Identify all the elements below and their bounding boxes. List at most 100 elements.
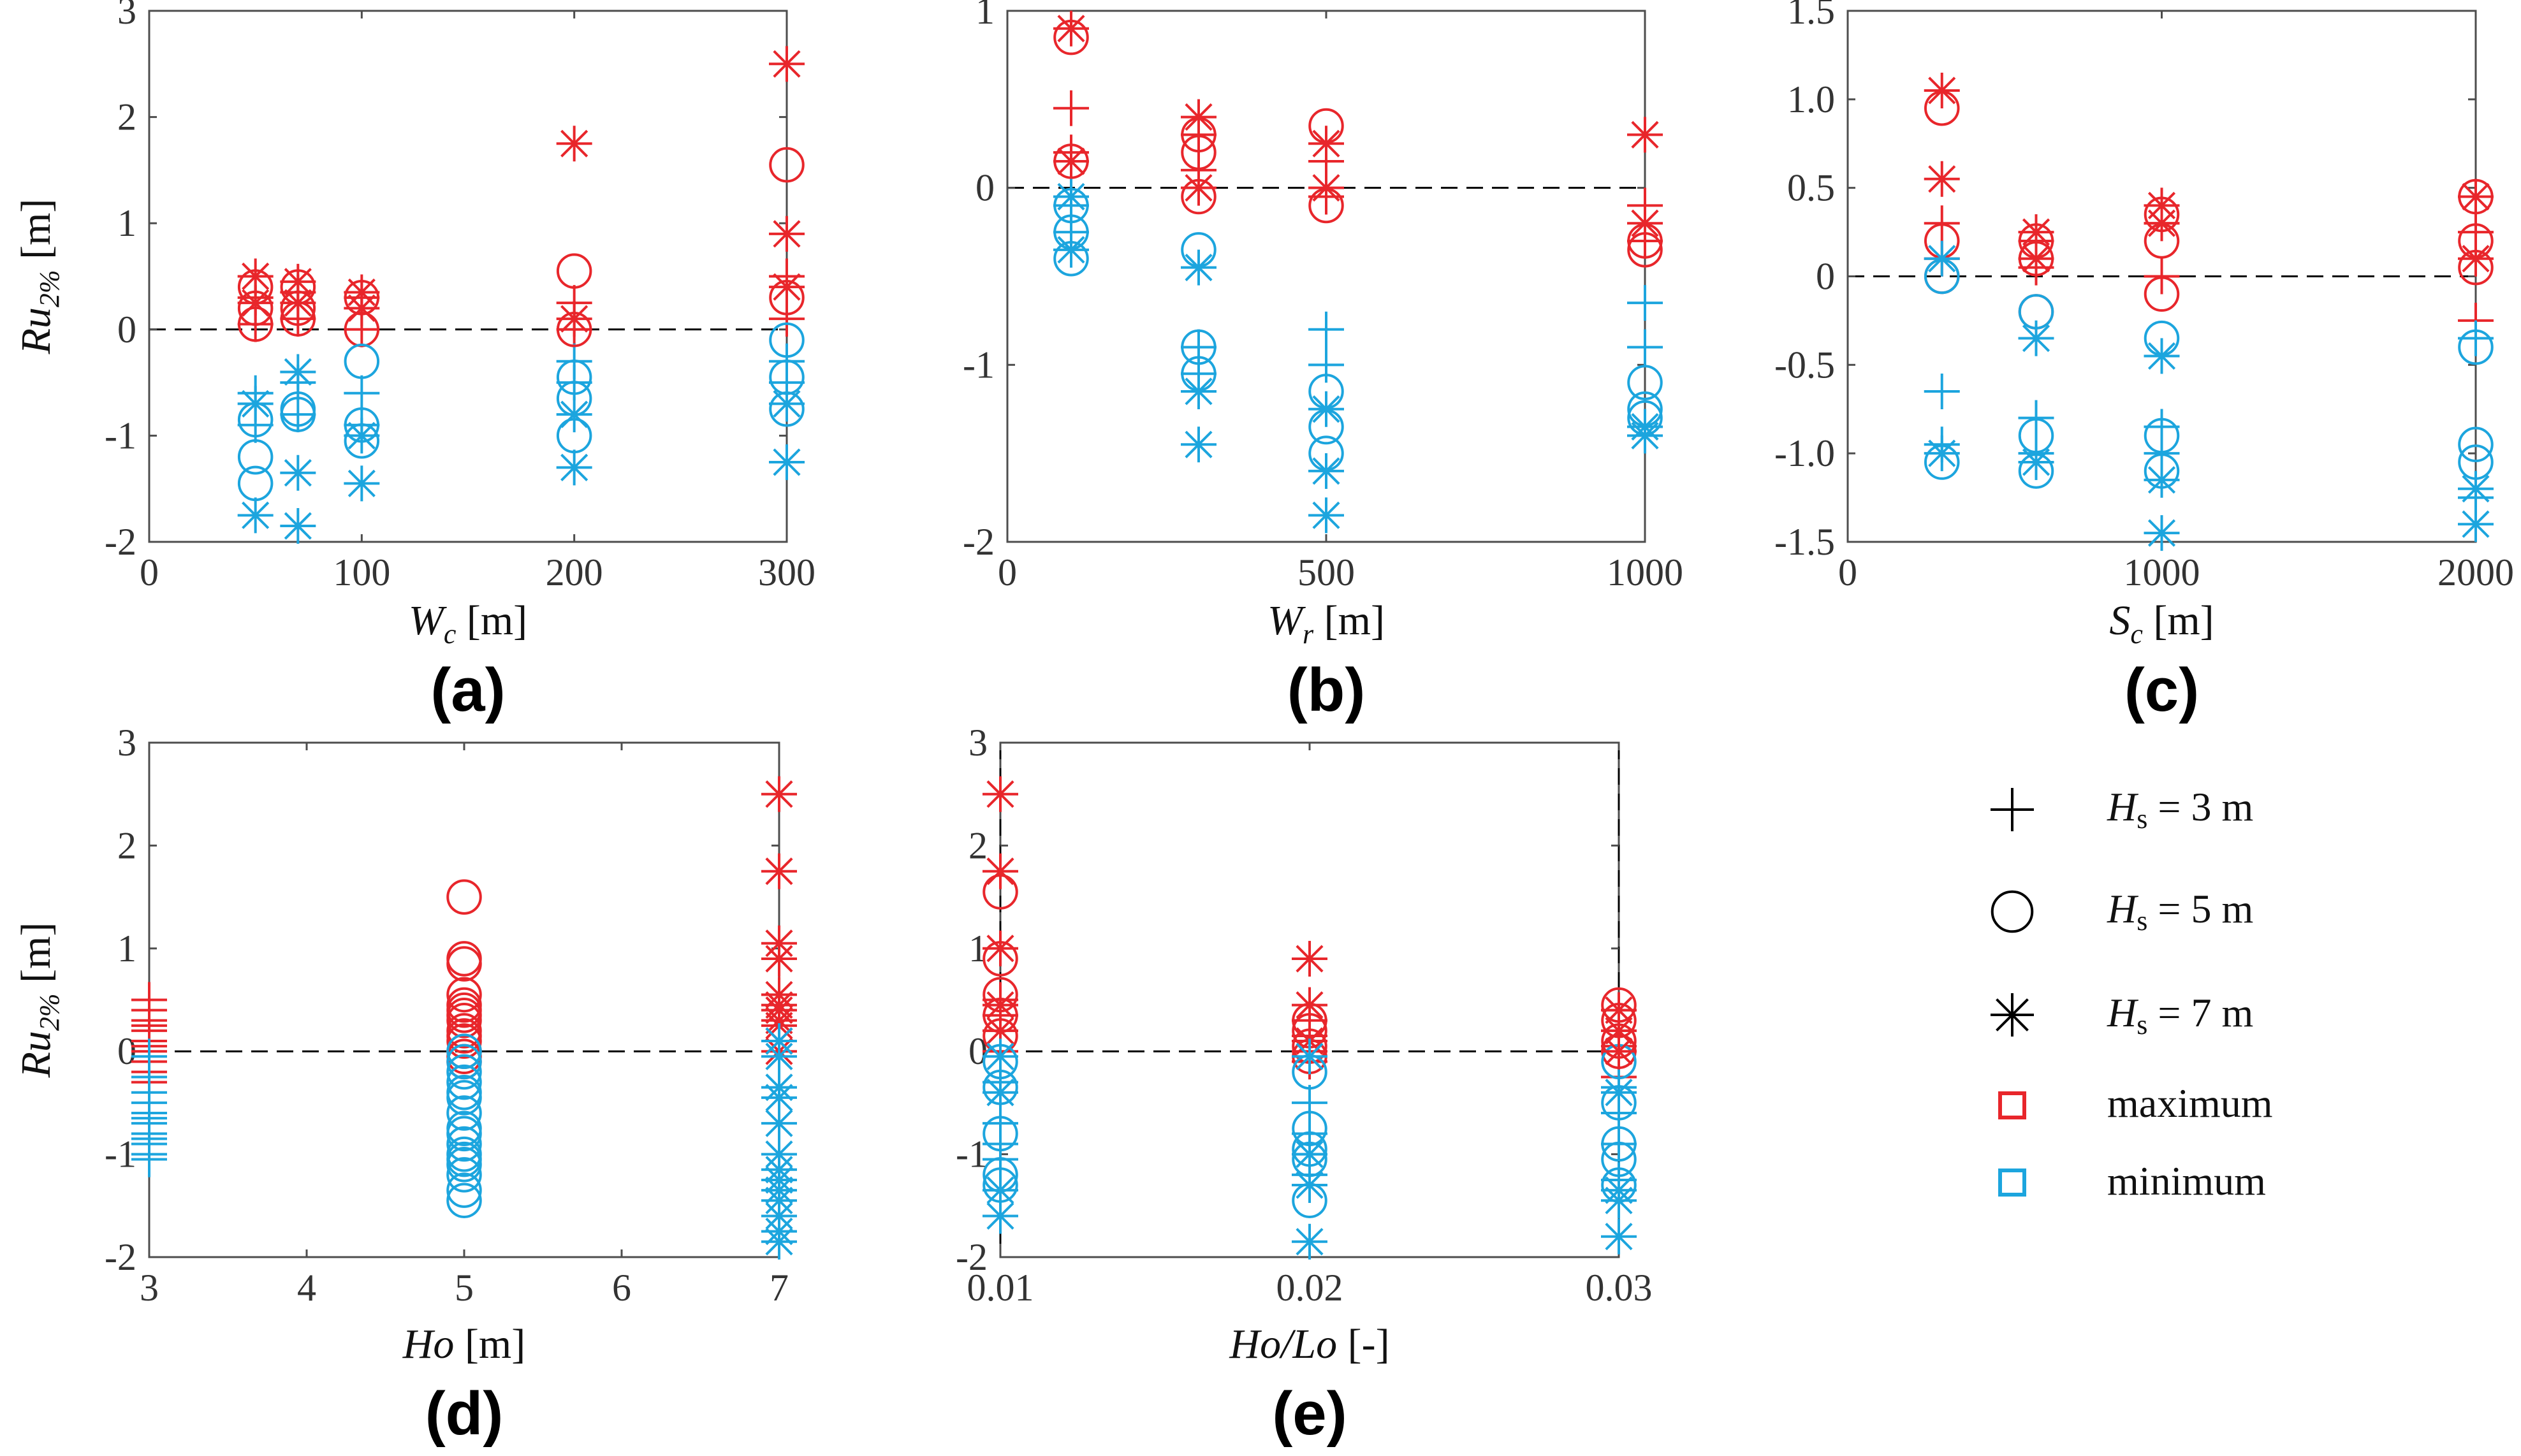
y-tick-label: 0 xyxy=(117,309,136,351)
data-point-star-maximum xyxy=(1181,170,1217,206)
data-point-star-maximum xyxy=(1292,940,1327,977)
data-point-star-minimum xyxy=(983,1172,1018,1209)
data-point-star-maximum xyxy=(761,940,797,977)
data-point-star-minimum xyxy=(1292,1167,1327,1204)
data-point-star-minimum xyxy=(2458,506,2494,542)
y-tick-label: 1.5 xyxy=(1787,0,1835,32)
data-point-star-maximum xyxy=(1308,126,1344,162)
data-point-star-minimum xyxy=(761,1105,797,1142)
data-point-star-maximum xyxy=(1924,161,1960,197)
data-point-plus-maximum xyxy=(769,301,805,337)
y-tick-label: 1 xyxy=(117,202,136,244)
data-point-star-maximum xyxy=(761,853,797,889)
data-point-star-maximum xyxy=(2458,178,2494,215)
data-point-circle-minimum xyxy=(446,1054,482,1090)
data-point-plus-minimum xyxy=(344,375,380,411)
panel-a-x-axis-label: Wc [m] xyxy=(409,597,527,650)
data-point-star-maximum xyxy=(556,301,592,337)
data-point-plus-maximum xyxy=(2144,258,2180,295)
data-point-circle-minimum xyxy=(1181,329,1217,365)
data-point-circle-minimum xyxy=(1601,1126,1637,1162)
data-point-plus-minimum xyxy=(1308,347,1344,383)
data-point-star-minimum xyxy=(1308,453,1344,489)
data-point-circle-maximum xyxy=(446,946,482,982)
data-point-star-minimum xyxy=(344,465,380,502)
data-point-star-maximum xyxy=(1292,987,1327,1023)
legend-label-minimum: minimum xyxy=(2107,1158,2266,1204)
x-tick-label: 0.03 xyxy=(1586,1267,1653,1309)
data-point-star-minimum xyxy=(2144,515,2180,551)
data-point-star-minimum xyxy=(1601,1074,1637,1110)
x-tick-label: 1000 xyxy=(2124,551,2200,593)
data-point-star-minimum xyxy=(237,497,274,534)
x-tick-label: 100 xyxy=(333,551,390,593)
data-point-circle-minimum xyxy=(237,439,274,475)
data-point-plus-minimum xyxy=(1627,285,1663,321)
data-point-star-maximum xyxy=(983,930,1018,966)
data-point-star-maximum xyxy=(1181,99,1217,135)
y-tick-label: -1.5 xyxy=(1774,521,1835,563)
y-tick-label: 2 xyxy=(117,824,136,866)
legend-label-hs-3: Hs = 3 m xyxy=(2107,784,2253,834)
data-point-star-minimum xyxy=(1601,1183,1637,1219)
data-point-star-maximum xyxy=(769,269,805,305)
data-point-star-minimum xyxy=(2018,444,2054,481)
x-tick-label: 0 xyxy=(140,551,159,593)
data-point-star-maximum xyxy=(1627,205,1663,242)
data-point-plus-minimum xyxy=(1924,373,1960,409)
data-point-circle-minimum xyxy=(446,1183,482,1218)
data-point-circle-maximum xyxy=(446,879,482,915)
data-point-circle-maximum xyxy=(446,1003,482,1038)
data-point-plus-maximum xyxy=(1924,205,1960,242)
data-point-star-minimum xyxy=(2144,462,2180,498)
data-point-plus-maximum xyxy=(1053,90,1089,126)
data-point-star-minimum xyxy=(280,455,316,491)
data-point-star-maximum xyxy=(556,126,592,162)
panel-b: 0 500 1000 -2 -1 0 1 Wr [m] (b) xyxy=(963,0,1683,724)
data-point-star-maximum xyxy=(2018,240,2054,277)
y-tick-label: -1 xyxy=(963,344,995,386)
y-tick-label: 3 xyxy=(117,722,136,764)
data-point-star-minimum xyxy=(344,418,380,454)
panel-a-label: (a) xyxy=(430,656,505,724)
data-point-star-maximum xyxy=(761,776,797,812)
data-point-star-minimum xyxy=(1053,178,1089,215)
y-tick-label: 2 xyxy=(117,96,136,138)
data-point-star-minimum xyxy=(1292,1223,1327,1260)
data-point-circle-minimum xyxy=(1627,365,1663,400)
panel-e-x-axis-label: Ho/Lo [-] xyxy=(1229,1321,1389,1367)
x-tick-label: 500 xyxy=(1297,551,1355,593)
panel-d-y-axis-label: Ru2% [m] xyxy=(13,922,65,1079)
data-point-plus-minimum xyxy=(2018,400,2054,436)
data-point-star-minimum xyxy=(1627,418,1663,454)
y-tick-label: -0.5 xyxy=(1774,344,1835,386)
x-tick-label: 4 xyxy=(297,1267,316,1309)
data-point-star-minimum xyxy=(769,386,805,422)
data-point-circle-minimum xyxy=(446,1146,482,1183)
data-point-star-minimum xyxy=(1292,1136,1327,1172)
panel-c-x-axis-label: Sc [m] xyxy=(2109,597,2214,650)
plus-icon xyxy=(1991,788,2034,831)
square-icon-maximum xyxy=(1998,1091,2026,1119)
data-point-star-minimum xyxy=(983,1074,1018,1110)
y-tick-label: -2 xyxy=(105,1236,136,1278)
data-point-star-minimum xyxy=(983,1198,1018,1234)
legend-label-hs-7: Hs = 7 m xyxy=(2107,990,2253,1040)
data-point-plus-minimum xyxy=(1308,311,1344,347)
data-point-star-minimum xyxy=(1601,1218,1637,1255)
data-point-circle-minimum xyxy=(2458,426,2494,463)
legend-label-maximum: maximum xyxy=(2107,1081,2273,1126)
x-tick-label: 200 xyxy=(546,551,603,593)
data-point-circle-minimum xyxy=(446,1116,482,1152)
circle-icon xyxy=(1991,890,2034,933)
data-point-star-minimum xyxy=(556,449,592,486)
data-point-star-maximum xyxy=(1601,1033,1637,1070)
y-tick-label: 1 xyxy=(976,0,995,32)
x-tick-label: 6 xyxy=(612,1267,631,1309)
data-point-circle-maximum xyxy=(769,147,805,183)
x-tick-label: 0.01 xyxy=(967,1267,1034,1309)
data-point-plus-minimum xyxy=(2458,320,2494,356)
x-tick-label: 3 xyxy=(140,1267,159,1309)
